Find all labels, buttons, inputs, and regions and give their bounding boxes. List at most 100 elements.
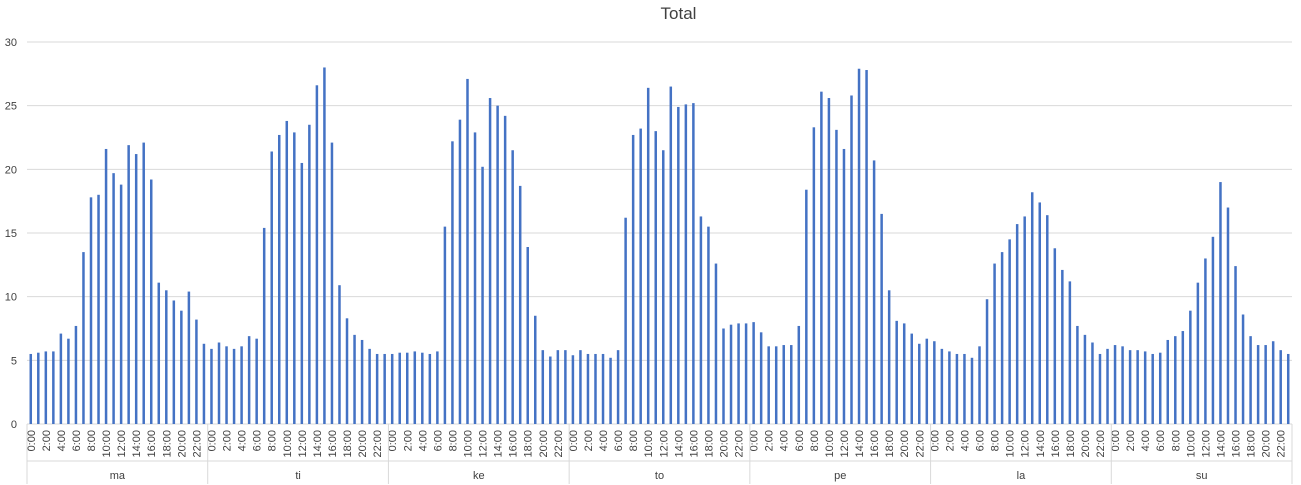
x-hour-label: 6:00: [432, 430, 444, 451]
bar: [759, 332, 763, 424]
x-hour-label: 16:00: [146, 430, 158, 458]
x-hour-label: 8:00: [447, 430, 459, 451]
x-hour-label: 12:00: [116, 430, 128, 458]
bar: [277, 134, 281, 424]
bar: [714, 263, 718, 424]
bar: [89, 197, 93, 424]
bar: [865, 70, 868, 424]
bar: [1249, 336, 1252, 424]
bar: [44, 351, 48, 424]
x-hour-label: 22:00: [372, 430, 384, 458]
bar: [443, 226, 447, 424]
x-hour-label: 10:00: [101, 430, 113, 458]
bar: [338, 285, 341, 424]
x-hour-label: 2:00: [402, 430, 414, 451]
bar: [707, 226, 710, 424]
x-hour-label: 8:00: [990, 430, 1002, 451]
x-hour-label: 14:00: [1035, 430, 1047, 458]
bar: [571, 355, 575, 424]
bar: [993, 263, 996, 424]
bar: [270, 151, 273, 425]
x-hour-label: 14:00: [493, 430, 505, 458]
bar: [1061, 269, 1064, 424]
bar: [383, 353, 386, 424]
x-hour-label: 2:00: [41, 430, 53, 451]
bar: [857, 68, 861, 425]
chart-title: Total: [660, 4, 697, 23]
bar: [428, 353, 432, 424]
bar: [1226, 207, 1230, 424]
bar: [1204, 258, 1207, 424]
bar: [59, 333, 63, 424]
bar: [202, 343, 206, 424]
bar: [925, 338, 929, 424]
bar: [729, 324, 733, 424]
bar: [887, 290, 891, 424]
x-hour-label: 4:00: [1140, 430, 1152, 451]
x-hour-label: 2:00: [764, 430, 776, 451]
bar: [586, 353, 590, 424]
bar: [684, 104, 688, 424]
bar: [67, 338, 70, 424]
bar: [782, 345, 785, 424]
x-hour-label: 12:00: [297, 430, 309, 458]
x-hour-label: 22:00: [914, 430, 926, 458]
bar: [293, 132, 296, 424]
bar: [232, 348, 236, 424]
x-hour-label: 0:00: [206, 430, 218, 451]
x-hour-label: 6:00: [71, 430, 83, 451]
bar: [165, 290, 168, 424]
x-hour-label: 16:00: [688, 430, 700, 458]
x-hour-label: 2:00: [222, 430, 234, 451]
bar: [368, 348, 371, 424]
x-hour-label: 14:00: [131, 430, 143, 458]
x-hour-label: 20:00: [1261, 430, 1273, 458]
bar: [187, 291, 191, 424]
bar: [526, 247, 529, 424]
bar: [436, 351, 439, 424]
bar: [308, 124, 311, 425]
bar: [127, 145, 130, 424]
x-hour-label: 6:00: [613, 430, 625, 451]
x-hour-label: 4:00: [779, 430, 791, 451]
x-hour-label: 10:00: [462, 430, 474, 458]
bar: [518, 185, 522, 424]
bar: [225, 346, 228, 424]
y-tick-label: 25: [5, 101, 17, 113]
bar: [955, 353, 959, 424]
bar: [737, 323, 740, 424]
x-hour-label: 6:00: [252, 430, 264, 451]
bar: [1143, 351, 1147, 424]
bar: [669, 86, 673, 425]
bar: [52, 351, 55, 424]
x-hour-label: 18:00: [1065, 430, 1077, 458]
x-hour-label: 22:00: [1276, 430, 1288, 458]
bar: [1196, 282, 1200, 424]
bar: [398, 352, 401, 424]
x-hour-label: 16:00: [1231, 430, 1243, 458]
bar: [609, 357, 612, 424]
bar: [466, 78, 469, 424]
bar: [835, 129, 838, 425]
day-label: ti: [295, 470, 301, 482]
x-hour-label: 8:00: [1170, 430, 1182, 451]
x-hour-label: 4:00: [598, 430, 610, 451]
bar: [1091, 342, 1094, 424]
x-hour-label: 10:00: [643, 430, 655, 458]
bar: [421, 352, 424, 424]
x-hour-label: 2:00: [583, 430, 595, 451]
y-tick-label: 30: [5, 37, 17, 49]
x-hour-label: 6:00: [1155, 430, 1167, 451]
bar: [1211, 236, 1215, 424]
bar: [481, 166, 484, 424]
bar: [458, 119, 462, 424]
x-hour-label: 8:00: [628, 430, 640, 451]
x-hour-label: 6:00: [794, 430, 806, 451]
bar: [646, 87, 650, 424]
x-hour-label: 22:00: [734, 430, 746, 458]
bar: [488, 98, 492, 424]
x-hour-label: 20:00: [538, 430, 550, 458]
bar: [315, 85, 319, 424]
bar: [1264, 345, 1267, 424]
